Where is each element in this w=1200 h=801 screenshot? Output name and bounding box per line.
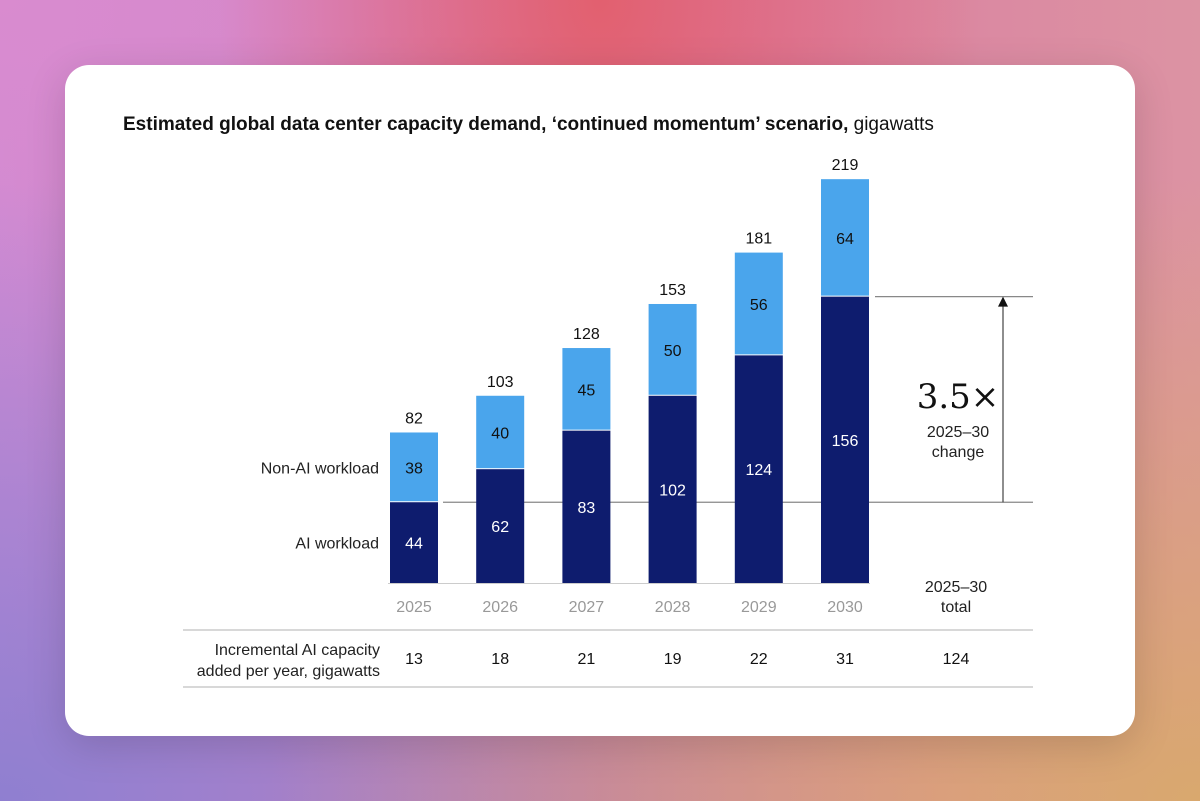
chart-title-main: Estimated global data center capacity de… bbox=[123, 114, 849, 135]
bar-non-ai-2029 bbox=[734, 252, 783, 355]
annotation-label-line1: 2025–30 bbox=[927, 424, 989, 441]
data-label-non-ai: 56 bbox=[750, 297, 768, 314]
bar-non-ai-2025 bbox=[390, 432, 438, 502]
data-label-ai: 102 bbox=[659, 482, 686, 499]
data-label-ai: 156 bbox=[832, 433, 859, 450]
data-label-non-ai: 45 bbox=[578, 382, 596, 399]
annotation-multiplier: 3.5× bbox=[917, 377, 1000, 417]
bar-non-ai-2028 bbox=[648, 303, 697, 395]
x-tick-label: 2030 bbox=[827, 599, 863, 616]
table-value: 22 bbox=[750, 651, 768, 668]
table-row-label-line1: Incremental AI capacity bbox=[215, 642, 380, 659]
data-label-total: 153 bbox=[659, 282, 686, 299]
chart-title-unit: gigawatts bbox=[853, 114, 934, 135]
data-label-ai: 44 bbox=[405, 536, 423, 553]
chart-title: Estimated global data center capacity de… bbox=[123, 114, 934, 136]
legend-non-ai: Non-AI workload bbox=[261, 460, 379, 477]
arrow-up-icon bbox=[998, 296, 1008, 307]
bar-non-ai-2027 bbox=[562, 348, 611, 430]
table-value: 21 bbox=[578, 651, 596, 668]
data-label-total: 128 bbox=[573, 326, 600, 343]
legend-ai: AI workload bbox=[295, 536, 379, 553]
x-tick-label: 2029 bbox=[741, 599, 777, 616]
table-value: 13 bbox=[405, 651, 423, 668]
bar-ai-2030 bbox=[821, 296, 869, 583]
total-header-line2: total bbox=[941, 599, 971, 616]
data-label-non-ai: 50 bbox=[664, 343, 682, 360]
bar-ai-2028 bbox=[648, 395, 697, 583]
total-header-line1: 2025–30 bbox=[925, 579, 987, 596]
table-value: 19 bbox=[664, 651, 682, 668]
data-label-total: 103 bbox=[487, 374, 514, 391]
x-tick-label: 2027 bbox=[569, 599, 605, 616]
bar-ai-2029 bbox=[734, 355, 783, 583]
data-label-total: 219 bbox=[832, 157, 859, 174]
data-label-ai: 62 bbox=[491, 519, 509, 536]
table-row-label-line2: added per year, gigawatts bbox=[197, 663, 380, 680]
table-value: 31 bbox=[836, 651, 854, 668]
data-label-non-ai: 64 bbox=[836, 231, 854, 248]
data-label-non-ai: 38 bbox=[405, 460, 423, 477]
bar-ai-2027 bbox=[562, 430, 611, 583]
data-label-ai: 124 bbox=[745, 462, 772, 479]
data-label-non-ai: 40 bbox=[491, 425, 509, 442]
x-tick-label: 2026 bbox=[482, 599, 518, 616]
x-tick-label: 2025 bbox=[396, 599, 432, 616]
bar-ai-2026 bbox=[476, 469, 525, 583]
bar-non-ai-2030 bbox=[821, 179, 869, 296]
table-total-value: 124 bbox=[943, 651, 970, 668]
data-label-total: 181 bbox=[745, 231, 772, 248]
data-label-total: 82 bbox=[405, 410, 423, 427]
table-value: 18 bbox=[491, 651, 509, 668]
data-label-ai: 83 bbox=[578, 500, 596, 517]
bar-non-ai-2026 bbox=[476, 395, 525, 469]
bar-ai-2025 bbox=[390, 502, 438, 583]
x-tick-label: 2028 bbox=[655, 599, 691, 616]
annotation-label-line2: change bbox=[932, 444, 985, 461]
